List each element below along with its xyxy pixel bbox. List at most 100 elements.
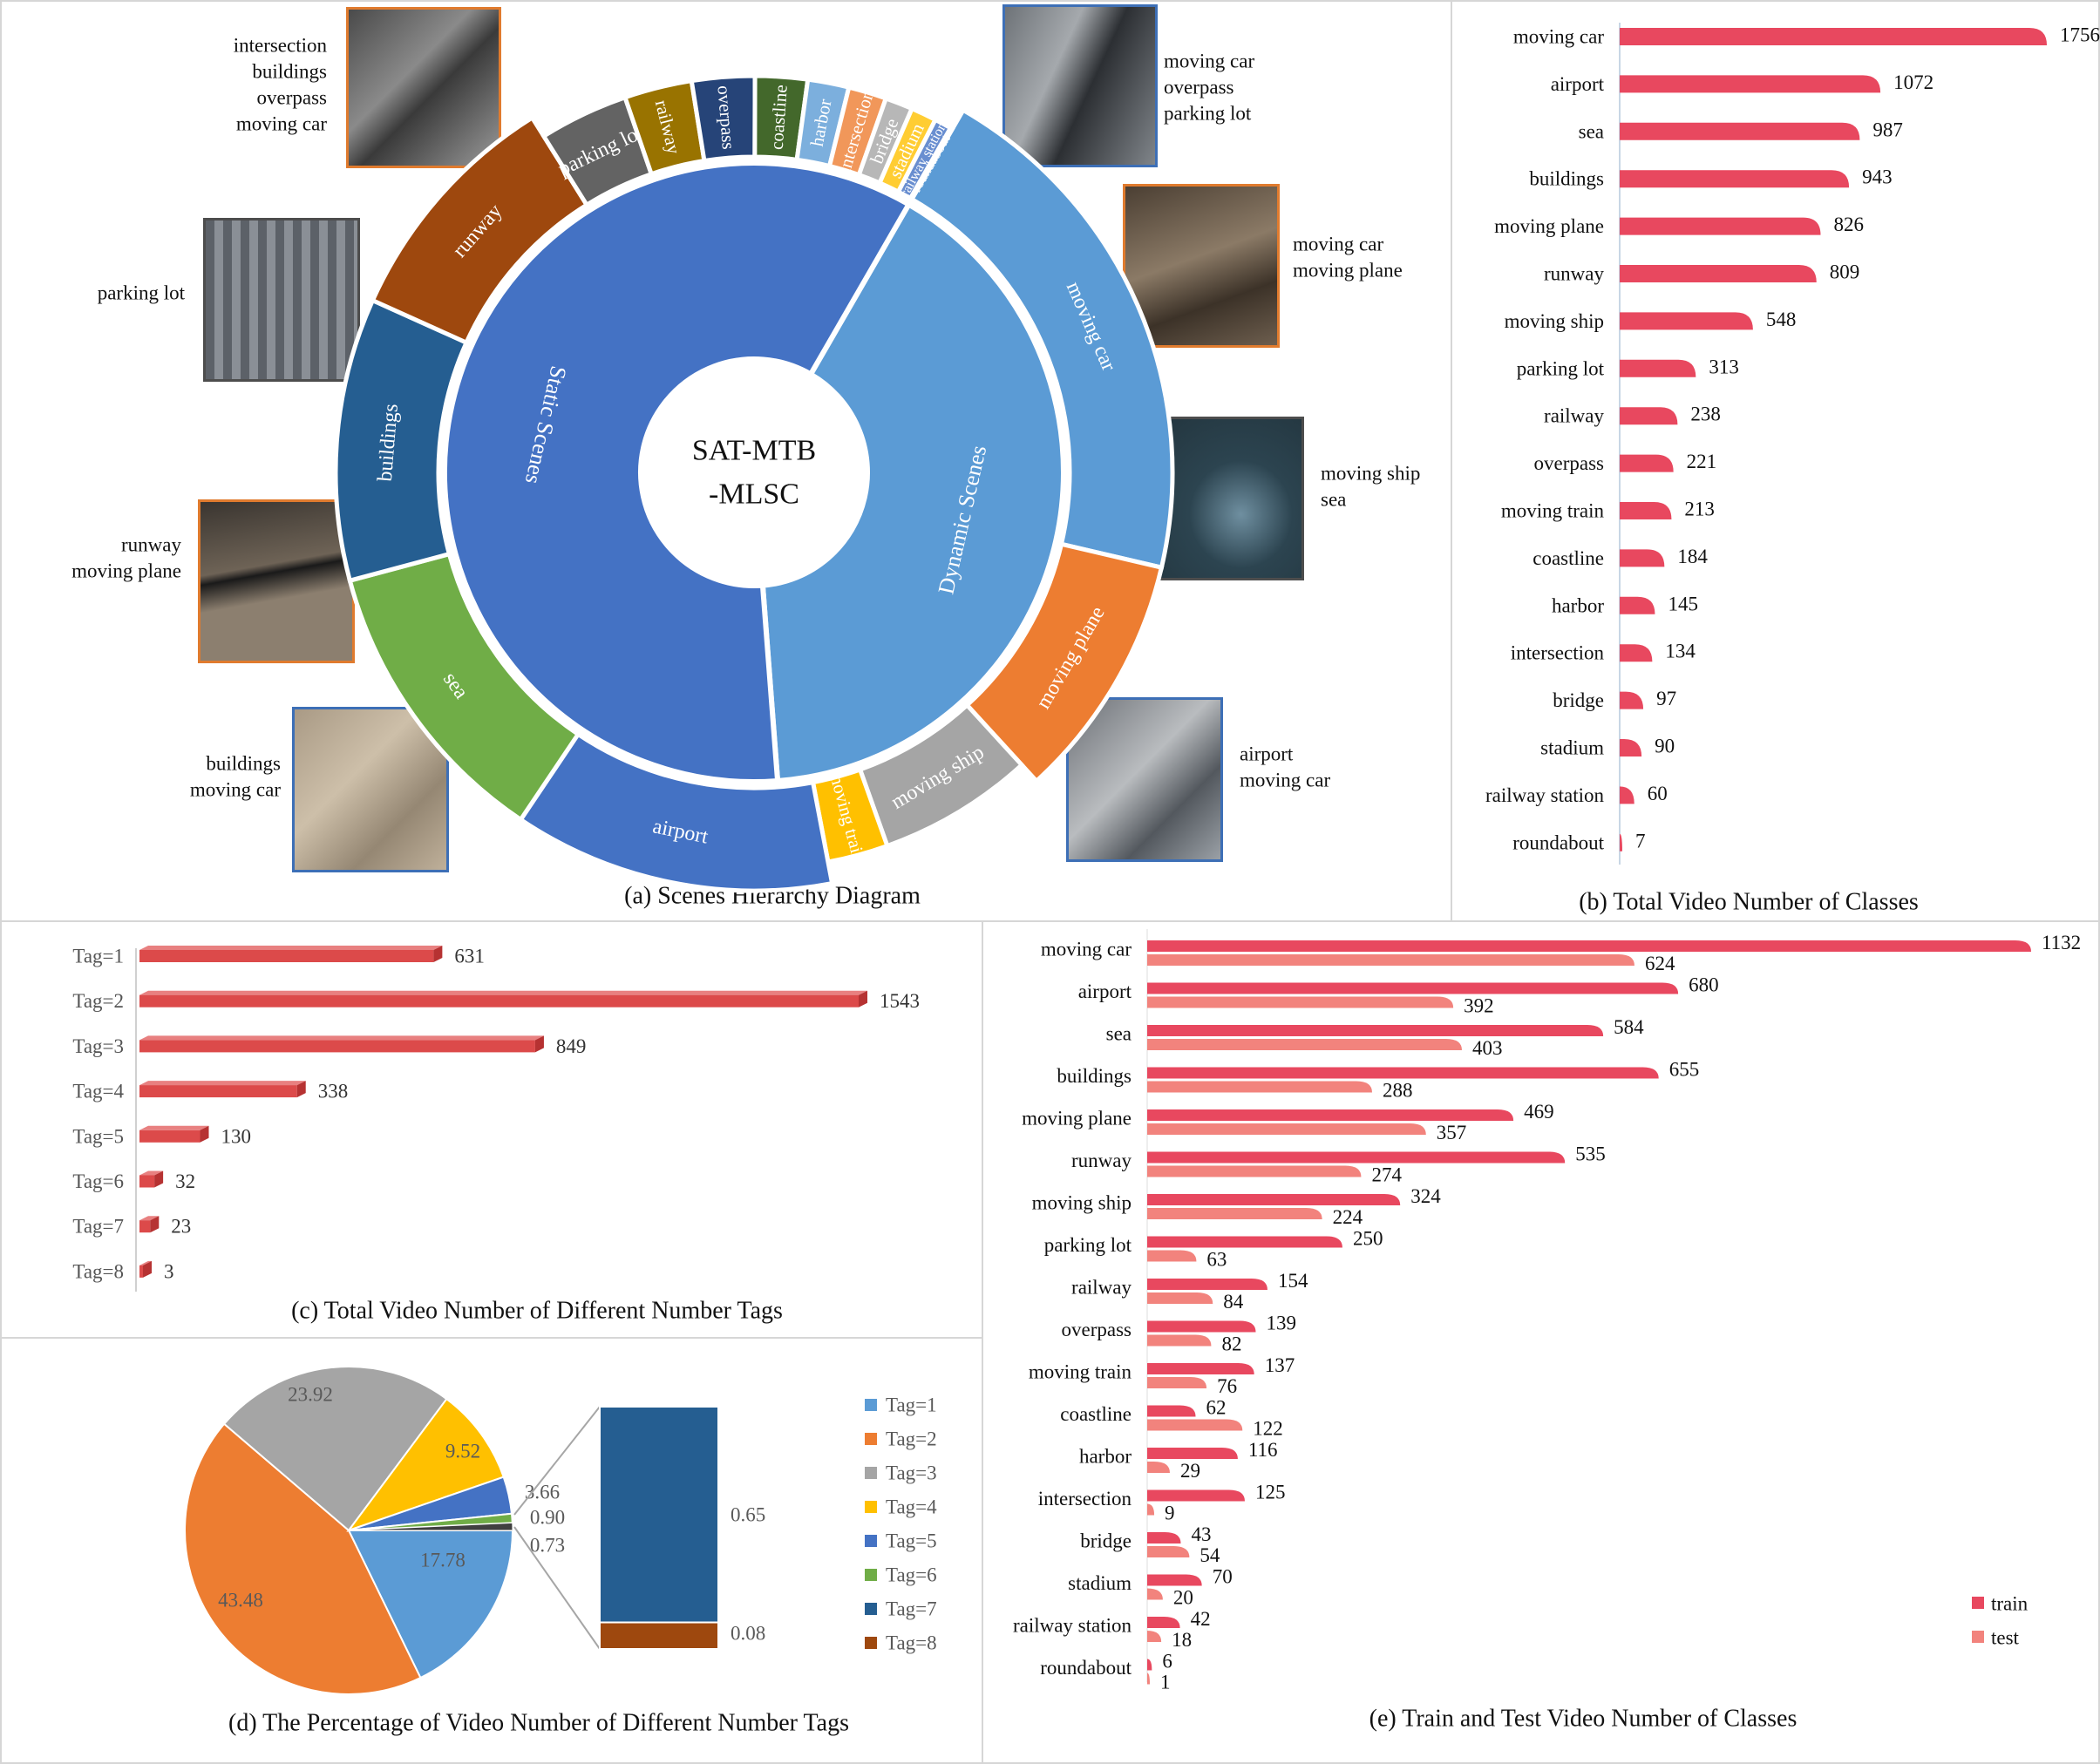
thumbnail-label: moving car xyxy=(1240,770,1330,791)
pie-other-label: 0.73 xyxy=(530,1535,565,1557)
panel-e-test-value: 76 xyxy=(1217,1375,1237,1397)
pie-data-label: 17.78 xyxy=(420,1550,466,1571)
pie-legend-label: Tag=7 xyxy=(886,1598,937,1620)
panel-e-train-value: 125 xyxy=(1255,1482,1286,1503)
panel-e-category-label: railway xyxy=(1071,1277,1132,1299)
panel-b-frame xyxy=(1451,0,2100,922)
pie-legend-swatch xyxy=(865,1569,877,1581)
panel-b-bar xyxy=(1620,407,1678,425)
panel-e-test-value: 54 xyxy=(1200,1544,1220,1566)
panel-e-test-value: 224 xyxy=(1333,1206,1363,1228)
pie-legend-label: Tag=8 xyxy=(886,1632,937,1654)
panel-c-bar-side xyxy=(433,946,443,962)
pie-data-label: 9.52 xyxy=(445,1441,480,1462)
pie-legend-swatch xyxy=(865,1399,877,1411)
pie-slice-tag-1 xyxy=(347,1530,514,1679)
panel-e-test-bar xyxy=(1147,1377,1207,1388)
pie-slice-tag-3 xyxy=(222,1366,448,1532)
panel-e-train-value: 43 xyxy=(1192,1523,1212,1545)
panel-e-train-value: 139 xyxy=(1267,1313,1297,1334)
thumbnail-label: intersection xyxy=(234,35,328,57)
pie-legend-swatch xyxy=(865,1433,877,1445)
scene-thumbnail xyxy=(203,218,360,382)
pie-legend-swatch xyxy=(865,1637,877,1649)
panel-b-value-label: 987 xyxy=(1872,119,1903,140)
panel-c-value-label: 3 xyxy=(164,1260,174,1282)
panel-b-value-label: 97 xyxy=(1656,688,1676,709)
panel-e-train-value: 324 xyxy=(1410,1185,1441,1207)
panel-e-train-value: 1132 xyxy=(2042,932,2081,953)
panel-e-train-value: 116 xyxy=(1248,1439,1278,1461)
panel-b-category-label: intersection xyxy=(1511,642,1605,664)
panel-b-value-label: 184 xyxy=(1677,546,1708,567)
panel-b-category-label: moving train xyxy=(1501,500,1605,522)
panel-e-category-label: bridge xyxy=(1080,1530,1132,1552)
pie-slice-other xyxy=(348,1522,513,1531)
panel-c-bar-top xyxy=(139,1035,544,1041)
panel-b-bar xyxy=(1620,596,1655,614)
pie-data-label: 0.90 xyxy=(530,1507,565,1529)
panel-e-train-bar xyxy=(1147,1025,1604,1036)
panel-e-category-label: railway station xyxy=(1013,1615,1132,1637)
inner-ring-dynamic-scenes xyxy=(759,200,1066,784)
panel-e-category-label: moving ship xyxy=(1032,1192,1132,1214)
panel-e-train-value: 70 xyxy=(1213,1566,1233,1588)
thumbnail-label: moving car xyxy=(1164,51,1254,72)
panel-e-test-bar xyxy=(1147,1208,1322,1219)
panel-b-category-label: stadium xyxy=(1540,737,1604,759)
panel-e-train-bar xyxy=(1147,1489,1245,1502)
panel-c-value-label: 130 xyxy=(221,1125,252,1147)
panel-e-category-label: stadium xyxy=(1068,1572,1132,1594)
thumbnail-label: moving car xyxy=(190,779,281,801)
panel-b-bar xyxy=(1620,75,1881,93)
panel-c-value-label: 849 xyxy=(556,1035,587,1057)
panel-b-bar xyxy=(1620,691,1644,709)
panel-b-value-label: 7 xyxy=(1635,830,1646,851)
panel-e-train-value: 154 xyxy=(1278,1270,1308,1292)
panel-e-category-label: roundabout xyxy=(1040,1657,1132,1679)
thumbnail-image xyxy=(1125,187,1277,345)
panel-b-value-label: 60 xyxy=(1648,783,1668,804)
center-label-line2: -MLSC xyxy=(709,478,799,511)
outer-ring-roundabout xyxy=(907,125,955,202)
panel-e-legend-label: train xyxy=(1991,1593,2029,1615)
outer-ring-label: overpass xyxy=(713,85,739,150)
panel-e-test-bar xyxy=(1147,1250,1197,1262)
pie-legend-label: Tag=2 xyxy=(886,1428,937,1450)
panel-e-test-value: 392 xyxy=(1464,995,1494,1017)
panel-c-bar xyxy=(139,1175,155,1188)
panel-c-bar xyxy=(139,1040,535,1053)
panel-b-value-label: 134 xyxy=(1665,641,1696,662)
panel-e-test-value: 122 xyxy=(1253,1418,1283,1440)
panel-e-test-bar xyxy=(1147,1419,1243,1431)
panel-e-test-bar xyxy=(1147,1631,1162,1642)
panel-b-bar xyxy=(1620,786,1634,804)
panel-e-category-label: harbor xyxy=(1079,1446,1132,1468)
panel-e-category-label: runway xyxy=(1071,1150,1132,1171)
pie-legend-label: Tag=4 xyxy=(886,1496,937,1518)
center-label-line1: SAT-MTB xyxy=(692,435,816,467)
thumbnail-label: moving car xyxy=(236,113,327,135)
panel-e-train-bar xyxy=(1147,1405,1196,1417)
panel-e-test-bar xyxy=(1147,1165,1362,1177)
panel-c-bar xyxy=(139,1085,297,1098)
panel-b-category-label: harbor xyxy=(1552,594,1604,616)
panel-c-category-label: Tag=5 xyxy=(72,1125,124,1147)
panel-e-train-bar xyxy=(1147,1574,1202,1586)
thumbnail-image xyxy=(206,220,357,379)
panel-b-value-label: 145 xyxy=(1668,593,1698,614)
panel-c-value-label: 338 xyxy=(318,1081,349,1102)
panel-e-test-bar xyxy=(1147,1588,1163,1600)
panel-c-bar-side xyxy=(859,990,867,1008)
panel-e-train-value: 469 xyxy=(1524,1101,1554,1123)
panel-b-bar xyxy=(1620,833,1622,851)
panel-c-value-label: 23 xyxy=(171,1216,191,1238)
panel-e-test-bar xyxy=(1147,1462,1170,1473)
panel-e-test-value: 9 xyxy=(1165,1503,1175,1524)
panel-e-test-bar xyxy=(1147,1503,1155,1516)
pie-legend-swatch xyxy=(865,1603,877,1615)
panel-e-train-bar xyxy=(1147,1448,1238,1459)
thumbnail-label: runway xyxy=(121,534,181,556)
panel-e-train-value: 680 xyxy=(1689,974,1719,996)
panel-b-category-label: buildings xyxy=(1529,168,1604,190)
